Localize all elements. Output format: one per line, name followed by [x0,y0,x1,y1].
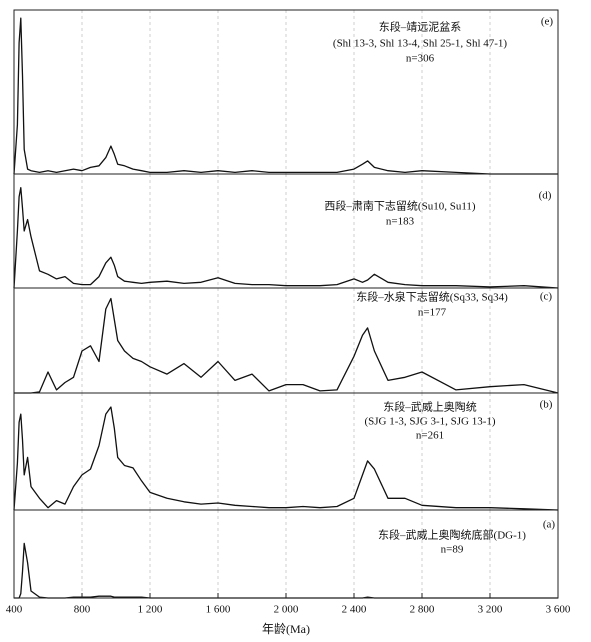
panel-title: 东段–武威上奥陶统底部(DG-1) [378,528,526,542]
x-axis-title: 年龄(Ma) [262,622,310,636]
x-tick-label: 3 600 [546,604,571,616]
sample-count: n=183 [386,216,415,228]
x-tick-label: 1 200 [138,604,163,616]
sample-count: n=306 [406,53,435,65]
density-curve [13,187,559,289]
x-tick-label: 800 [74,604,91,616]
sample-count: n=89 [441,544,464,556]
x-tick-label: 3 200 [478,604,503,616]
sample-count: n=261 [416,430,444,442]
density-curve [14,297,559,394]
panel-subtitle: (SJG 1-3, SJG 3-1, SJG 13-1) [364,416,495,428]
panel-label: (c) [540,291,553,303]
panel-subtitle: (Shl 13-3, Shl 13-4, Shl 25-1, Shl 47-1) [333,38,508,50]
panel-title: 东段–武威上奥陶统 [383,400,477,414]
x-tick-label: 2 000 [274,604,299,616]
panel-title: 东段–靖远泥盆系 [379,20,462,34]
panel-label: (b) [540,399,553,411]
x-tick-label: 2 400 [342,604,367,616]
density-curve [13,406,559,511]
x-tick-label: 2 800 [410,604,435,616]
x-tick-label: 1 600 [206,604,231,616]
panel-title: 东段–水泉下志留统(Sq33, Sq34) [356,290,508,304]
panel-label: (d) [539,190,552,202]
panel-frame [13,287,559,394]
x-tick-label: 400 [6,604,23,616]
sample-count: n=177 [418,307,447,319]
panel-label: (e) [541,16,554,28]
density-curve [13,17,558,175]
panel-title: 西段–肃南下志留统(Su10, Su11) [324,199,475,213]
panel-label: (a) [543,519,556,531]
